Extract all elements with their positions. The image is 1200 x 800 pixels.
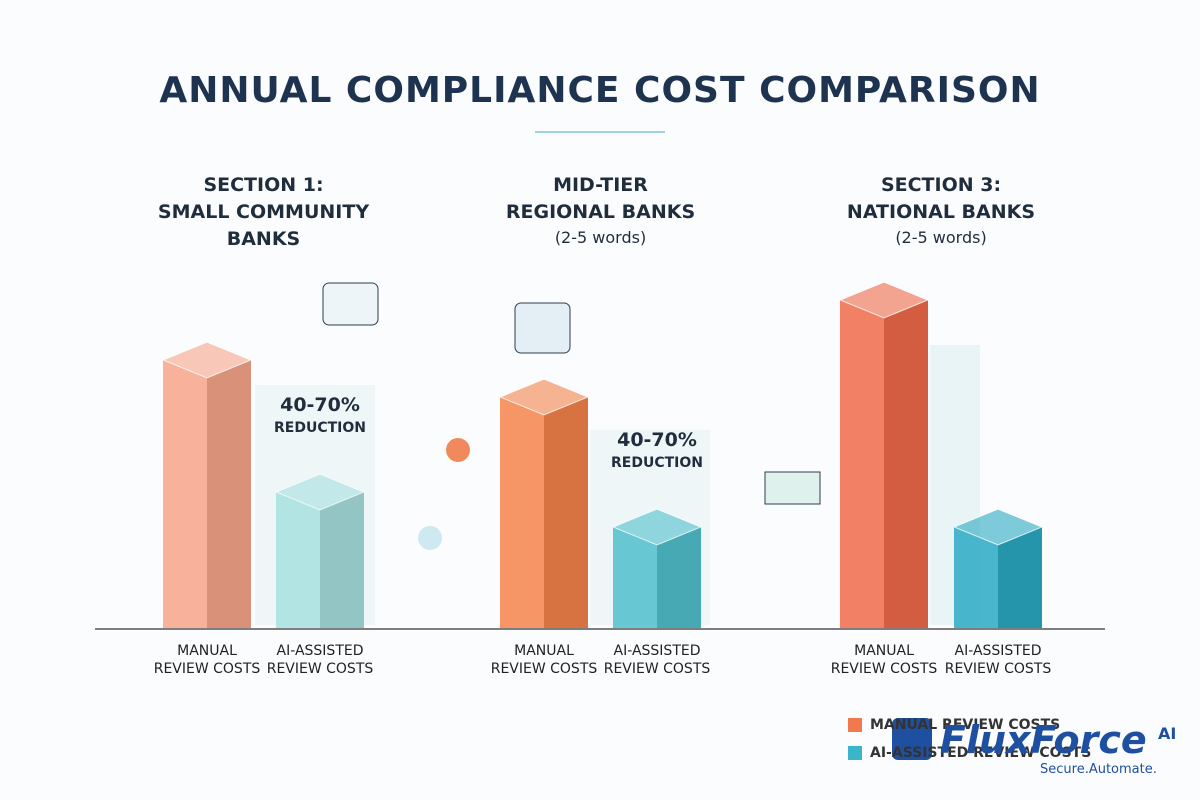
bar: [952, 508, 1044, 628]
bar-left-face: [613, 527, 657, 628]
x-tick-label: AI-ASSISTED REVIEW COSTS: [266, 643, 374, 677]
section-title: BANKS: [226, 228, 301, 250]
bar: [838, 281, 930, 628]
x-tick-label: MANUAL REVIEW COSTS: [153, 643, 261, 677]
legend-swatch: [848, 746, 862, 760]
section-title: NATIONAL BANKS: [846, 201, 1036, 223]
logo-mark: [892, 718, 932, 760]
bar-right-face: [207, 360, 251, 628]
bar-top-face: [161, 341, 253, 379]
bar-right-face: [657, 527, 701, 628]
x-tick-label: AI-ASSISTED REVIEW COSTS: [944, 643, 1052, 677]
bar-right-face: [544, 397, 588, 628]
decor: [514, 302, 571, 354]
annotation-sub: REDUCTION: [611, 455, 703, 471]
section-title: SMALL COMMUNITY: [157, 201, 370, 223]
bar-left-face: [954, 527, 998, 628]
bar: [498, 378, 590, 628]
bar-left-face: [840, 300, 884, 628]
legend-label: MANUAL REVIEW COSTS: [870, 717, 1061, 733]
section-subtitle: (2-5 words): [895, 228, 987, 247]
bar: [611, 508, 703, 628]
bar-top-face: [952, 508, 1044, 546]
bar-top-face: [838, 281, 930, 319]
logo-brand: FluxForce: [940, 718, 1147, 762]
bar: [274, 473, 366, 628]
decor: [764, 471, 821, 505]
section-title: MID-TIER: [553, 174, 648, 196]
bar-top-face: [611, 508, 703, 546]
annotation: 40-70%: [280, 394, 360, 416]
decor: [418, 526, 442, 550]
annotation: 40-70%: [617, 429, 697, 451]
page-title: ANNUAL COMPLIANCE COST COMPARISON: [159, 70, 1041, 111]
section-title: REGIONAL BANKS: [505, 201, 696, 223]
legend-label: AI-ASSISTED REVIEW COSTS: [870, 745, 1092, 761]
bar-right-face: [998, 527, 1042, 628]
section-title: SECTION 1:: [203, 174, 324, 196]
logo-tagline: Secure.Automate.: [1040, 762, 1157, 777]
x-tick-label: MANUAL REVIEW COSTS: [490, 643, 598, 677]
bar-top-face: [498, 378, 590, 416]
logo-suffix: AI: [1158, 724, 1177, 743]
bar: [161, 341, 253, 628]
bar-right-face: [320, 492, 364, 628]
bar-right-face: [884, 300, 928, 628]
bar-left-face: [163, 360, 207, 628]
bar-top-face: [274, 473, 366, 511]
decor: [322, 282, 379, 326]
legend-swatch: [848, 718, 862, 732]
decor: [446, 438, 470, 462]
bar-left-face: [276, 492, 320, 628]
section-title: SECTION 3:: [880, 174, 1002, 196]
bar-left-face: [500, 397, 544, 628]
section-subtitle: (2-5 words): [554, 228, 647, 247]
x-tick-label: AI-ASSISTED REVIEW COSTS: [603, 643, 711, 677]
x-tick-label: MANUAL REVIEW COSTS: [830, 643, 938, 677]
annotation-sub: REDUCTION: [274, 420, 366, 436]
